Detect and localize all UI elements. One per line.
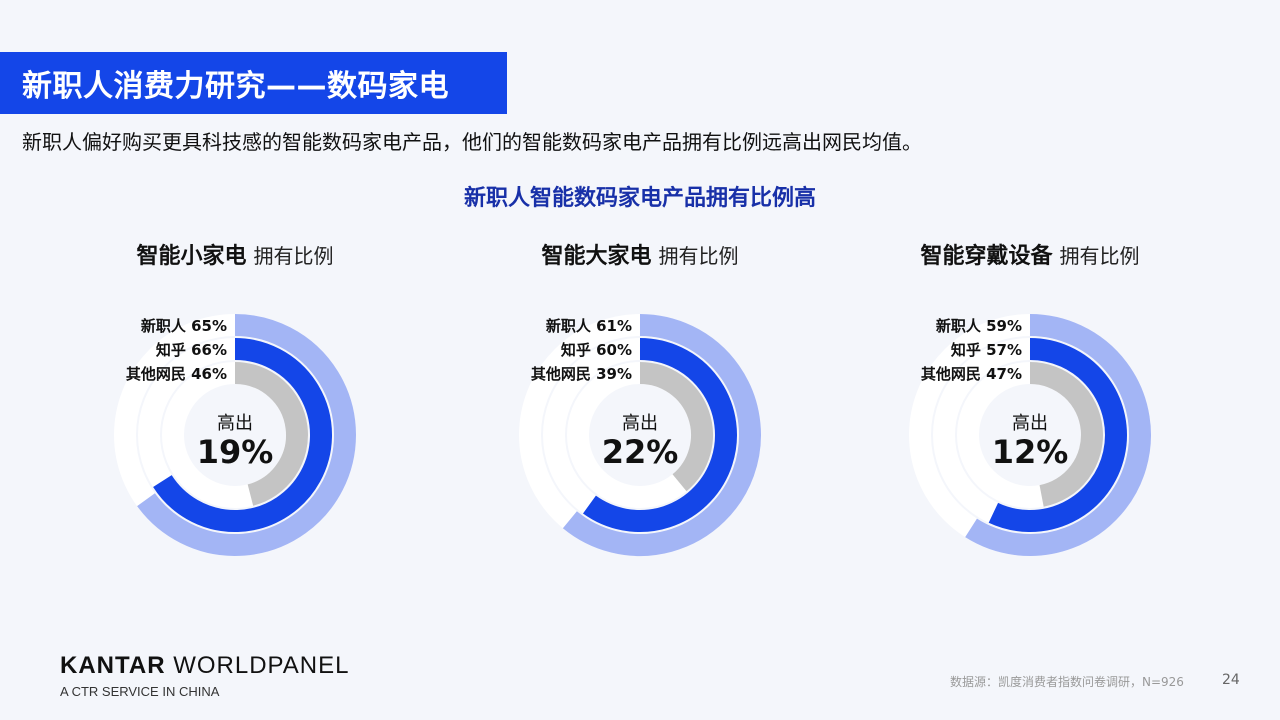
page-subtitle: 新职人偏好购买更具科技感的智能数码家电产品，他们的智能数码家电产品拥有比例远高出… (22, 130, 922, 154)
center-label: 高出 (217, 413, 253, 434)
chart-title-small-appliances: 智能小家电 拥有比例 (35, 238, 435, 270)
logo-kantar: KANTAR (60, 652, 166, 679)
chart-title-main: 智能大家电 (541, 244, 652, 269)
page-title: 新职人消费力研究——数码家电 (0, 52, 507, 114)
chart-title-sub: 拥有比例 (658, 244, 739, 268)
series-label-other-netizens: 其他网民 46% (126, 365, 227, 383)
center-value: 22% (602, 433, 679, 471)
ring-arc-other-netizens (234, 362, 308, 506)
series-label-other-netizens: 其他网民 39% (531, 365, 632, 383)
chart-title-main: 智能小家电 (136, 244, 247, 269)
chart-title-sub: 拥有比例 (1059, 244, 1140, 268)
ring-arc-zhihu (988, 338, 1127, 532)
series-label-zhihu: 知乎 66% (156, 341, 227, 359)
center-label: 高出 (1012, 413, 1048, 434)
ring-arc-other-netizens (1029, 362, 1103, 507)
ring-arc-new-workers (562, 314, 761, 556)
section-title: 新职人智能数码家电产品拥有比例高 (463, 186, 816, 211)
logo-worldpanel: WORLDPANEL (165, 652, 350, 679)
chart-title-large-appliances: 智能大家电 拥有比例 (440, 238, 840, 270)
center-label: 高出 (622, 413, 658, 434)
ring-arc-new-workers (965, 314, 1151, 556)
series-label-zhihu: 知乎 60% (561, 341, 632, 359)
ring-arc-other-netizens (639, 362, 713, 492)
ring-arc-zhihu (583, 338, 737, 532)
ring-arc-zhihu (153, 338, 332, 532)
chart-title-wearables: 智能穿戴设备 拥有比例 (830, 238, 1230, 270)
center-value: 12% (992, 433, 1069, 471)
chart-title-main: 智能穿戴设备 (920, 244, 1053, 269)
data-source: 数据源：凯度消费者指数问卷调研，N=926 (950, 675, 1184, 689)
logo-tagline: A CTR SERVICE IN CHINA (60, 684, 220, 699)
chart-title-sub: 拥有比例 (253, 244, 334, 268)
series-label-other-netizens: 其他网民 47% (921, 365, 1022, 383)
center-value: 19% (197, 433, 274, 471)
series-label-new-workers: 新职人 59% (936, 317, 1022, 335)
kantar-logo: KANTAR WORLDPANEL (60, 652, 349, 680)
page-number: 24 (1222, 672, 1240, 688)
series-label-zhihu: 知乎 57% (951, 341, 1022, 359)
series-label-new-workers: 新职人 61% (546, 317, 632, 335)
ring-arc-new-workers (137, 314, 356, 556)
series-label-new-workers: 新职人 65% (141, 317, 227, 335)
